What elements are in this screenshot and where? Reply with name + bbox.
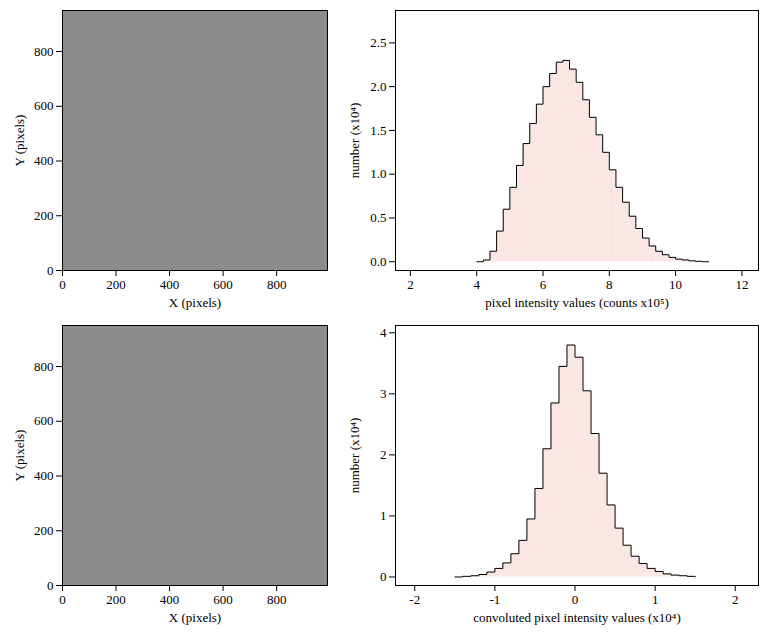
svg-text:-1: -1 [489, 592, 500, 607]
svg-text:pixel intensity values (counts: pixel intensity values (counts x10⁵) [485, 295, 669, 310]
svg-text:Y (pixels): Y (pixels) [12, 115, 27, 167]
svg-text:0.0: 0.0 [370, 254, 386, 269]
svg-text:400: 400 [160, 592, 180, 607]
svg-text:number (x10⁴): number (x10⁴) [347, 103, 362, 179]
svg-text:2: 2 [732, 592, 739, 607]
svg-text:-2: -2 [409, 592, 420, 607]
svg-text:8: 8 [606, 277, 613, 292]
svg-text:1.5: 1.5 [370, 123, 386, 138]
svg-text:800: 800 [34, 44, 54, 59]
svg-text:1.0: 1.0 [370, 166, 386, 181]
svg-text:X (pixels): X (pixels) [169, 610, 221, 625]
svg-text:600: 600 [34, 98, 54, 113]
svg-text:2.5: 2.5 [370, 35, 386, 50]
svg-text:4: 4 [380, 325, 387, 340]
svg-text:600: 600 [213, 277, 233, 292]
svg-text:600: 600 [34, 413, 54, 428]
svg-text:10: 10 [669, 277, 682, 292]
svg-text:0: 0 [59, 592, 66, 607]
svg-text:4: 4 [473, 277, 480, 292]
svg-text:400: 400 [160, 277, 180, 292]
svg-text:400: 400 [34, 468, 54, 483]
svg-text:0: 0 [47, 578, 54, 593]
svg-text:1: 1 [380, 508, 387, 523]
svg-text:400: 400 [34, 153, 54, 168]
svg-text:0: 0 [572, 592, 579, 607]
svg-text:X (pixels): X (pixels) [169, 295, 221, 310]
svg-text:2: 2 [407, 277, 414, 292]
svg-text:6: 6 [540, 277, 547, 292]
svg-text:800: 800 [267, 592, 287, 607]
svg-text:0.5: 0.5 [370, 210, 386, 225]
svg-text:800: 800 [267, 277, 287, 292]
svg-text:0: 0 [47, 263, 54, 278]
svg-text:0: 0 [59, 277, 66, 292]
svg-text:600: 600 [213, 592, 233, 607]
svg-text:200: 200 [34, 208, 54, 223]
svg-text:200: 200 [106, 592, 126, 607]
svg-text:2: 2 [380, 447, 387, 462]
svg-text:2.0: 2.0 [370, 79, 386, 94]
svg-text:3: 3 [380, 386, 387, 401]
svg-text:200: 200 [106, 277, 126, 292]
svg-text:200: 200 [34, 523, 54, 538]
svg-text:1: 1 [652, 592, 659, 607]
svg-text:number (x10⁴): number (x10⁴) [347, 418, 362, 494]
svg-text:0: 0 [380, 569, 387, 584]
svg-text:Y (pixels): Y (pixels) [12, 430, 27, 482]
svg-text:800: 800 [34, 359, 54, 374]
svg-text:convoluted pixel intensity val: convoluted pixel intensity values (x10⁴) [473, 610, 680, 625]
svg-text:12: 12 [735, 277, 748, 292]
